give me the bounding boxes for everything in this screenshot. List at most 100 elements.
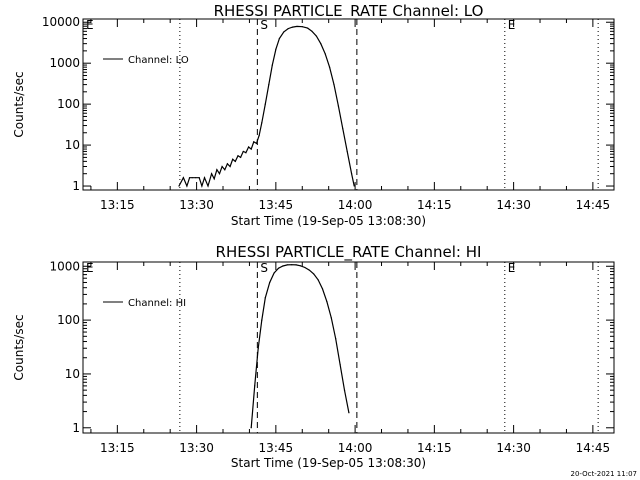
- data-point: [178, 185, 180, 187]
- marker-label: E: [508, 261, 516, 275]
- data-point: [250, 148, 252, 150]
- data-point: [321, 288, 324, 290]
- data-point: [247, 146, 250, 148]
- x-tick-label: 14:00: [338, 198, 373, 212]
- y-tick-label: 10000: [42, 15, 80, 29]
- data-point: [229, 165, 231, 168]
- y-tick-label: 100: [57, 97, 80, 111]
- marker-label: E: [86, 261, 94, 275]
- marker-label: E: [86, 18, 94, 32]
- data-point: [295, 264, 297, 266]
- data-point: [207, 185, 209, 187]
- data-point: [326, 301, 328, 303]
- data-point: [273, 272, 275, 274]
- y-tick-label: 1000: [49, 56, 80, 70]
- data-point: [254, 385, 256, 387]
- data-point: [250, 427, 252, 429]
- x-tick-label: 14:30: [496, 441, 531, 455]
- data-point: [324, 53, 326, 55]
- marker-label: S: [260, 261, 268, 275]
- x-tick-label: 13:15: [100, 441, 135, 455]
- x-tick-label: 13:30: [179, 198, 214, 212]
- data-point: [261, 319, 263, 321]
- chart-title: RHESSI PARTICLE_RATE Channel: HI: [216, 243, 482, 262]
- data-point: [328, 66, 331, 68]
- x-tick-label: 13:45: [259, 441, 294, 455]
- y-tick-label: 1000: [49, 259, 80, 273]
- data-point: [308, 269, 310, 271]
- data-point: [258, 135, 260, 137]
- data-point: [255, 142, 258, 144]
- data-point: [237, 155, 239, 157]
- data-point: [275, 48, 277, 50]
- data-point: [195, 177, 197, 179]
- data-point: [203, 177, 206, 179]
- x-tick-label: 13:15: [100, 198, 135, 212]
- x-tick-label: 14:30: [496, 198, 531, 212]
- data-point: [306, 27, 309, 29]
- data-point: [286, 264, 288, 266]
- data-point: [261, 122, 263, 124]
- data-point: [287, 27, 289, 30]
- data-point: [333, 84, 335, 86]
- hi-channel-panel: RHESSI PARTICLE_RATE Channel: HI 13:15 13:…: [12, 243, 615, 470]
- y-tick-label: 10: [65, 138, 80, 152]
- x-tick-label: 14:45: [576, 198, 611, 212]
- data-point: [201, 185, 203, 187]
- y-tick-label: 1: [72, 179, 80, 193]
- lo-channel-panel: RHESSI PARTICLE_RATE Channel: LO 13:15 13:…: [12, 2, 615, 228]
- data-point: [315, 35, 317, 37]
- series-line-0: [250, 264, 350, 428]
- legend-label: Channel: HI: [128, 298, 186, 309]
- x-tick-label: 14:15: [417, 198, 452, 212]
- data-point: [191, 177, 193, 179]
- data-point: [188, 177, 191, 179]
- data-point: [210, 173, 213, 175]
- x-axis-label: Start Time (19-Sep-05 13:08:30): [231, 214, 426, 228]
- data-point: [282, 265, 284, 267]
- x-axis-label: Start Time (19-Sep-05 13:08:30): [231, 456, 426, 470]
- data-point: [313, 273, 315, 275]
- data-point: [242, 150, 244, 153]
- data-point: [218, 173, 221, 175]
- data-point: [268, 84, 270, 86]
- data-point: [291, 264, 293, 266]
- data-point: [283, 31, 285, 33]
- data-point: [277, 267, 280, 269]
- data-point: [291, 26, 294, 28]
- data-point: [213, 178, 215, 180]
- data-point: [264, 297, 266, 299]
- chart-title: RHESSI PARTICLE_RATE Channel: LO: [214, 2, 484, 21]
- marker-label: E: [508, 18, 516, 32]
- data-point: [278, 37, 280, 40]
- x-tick-label: 14:15: [417, 441, 452, 455]
- plot-frame: [82, 18, 615, 191]
- data-point: [350, 173, 353, 175]
- data-point: [198, 177, 200, 179]
- data-point: [342, 128, 344, 130]
- x-tick-label: 13:30: [179, 441, 214, 455]
- data-point: [271, 64, 273, 66]
- data-point: [216, 169, 218, 171]
- data-point: [232, 158, 234, 160]
- marker-label: S: [260, 18, 268, 32]
- data-point: [257, 347, 259, 349]
- data-point: [348, 412, 350, 414]
- plot-frame: [82, 261, 615, 434]
- data-point: [337, 105, 339, 107]
- data-point: [221, 165, 223, 168]
- y-axis-label: Counts/sec: [12, 71, 26, 137]
- legend-label: Channel: LO: [128, 55, 189, 66]
- data-point: [240, 156, 242, 159]
- data-point: [343, 389, 346, 391]
- data-point: [182, 177, 184, 179]
- footer-timestamp: 20-Oct-2021 11:07: [571, 470, 637, 478]
- data-point: [301, 26, 303, 28]
- data-point: [224, 169, 226, 171]
- data-point: [264, 103, 266, 105]
- data-point: [317, 279, 319, 281]
- data-point: [353, 185, 355, 187]
- data-point: [311, 30, 313, 32]
- data-point: [296, 25, 298, 28]
